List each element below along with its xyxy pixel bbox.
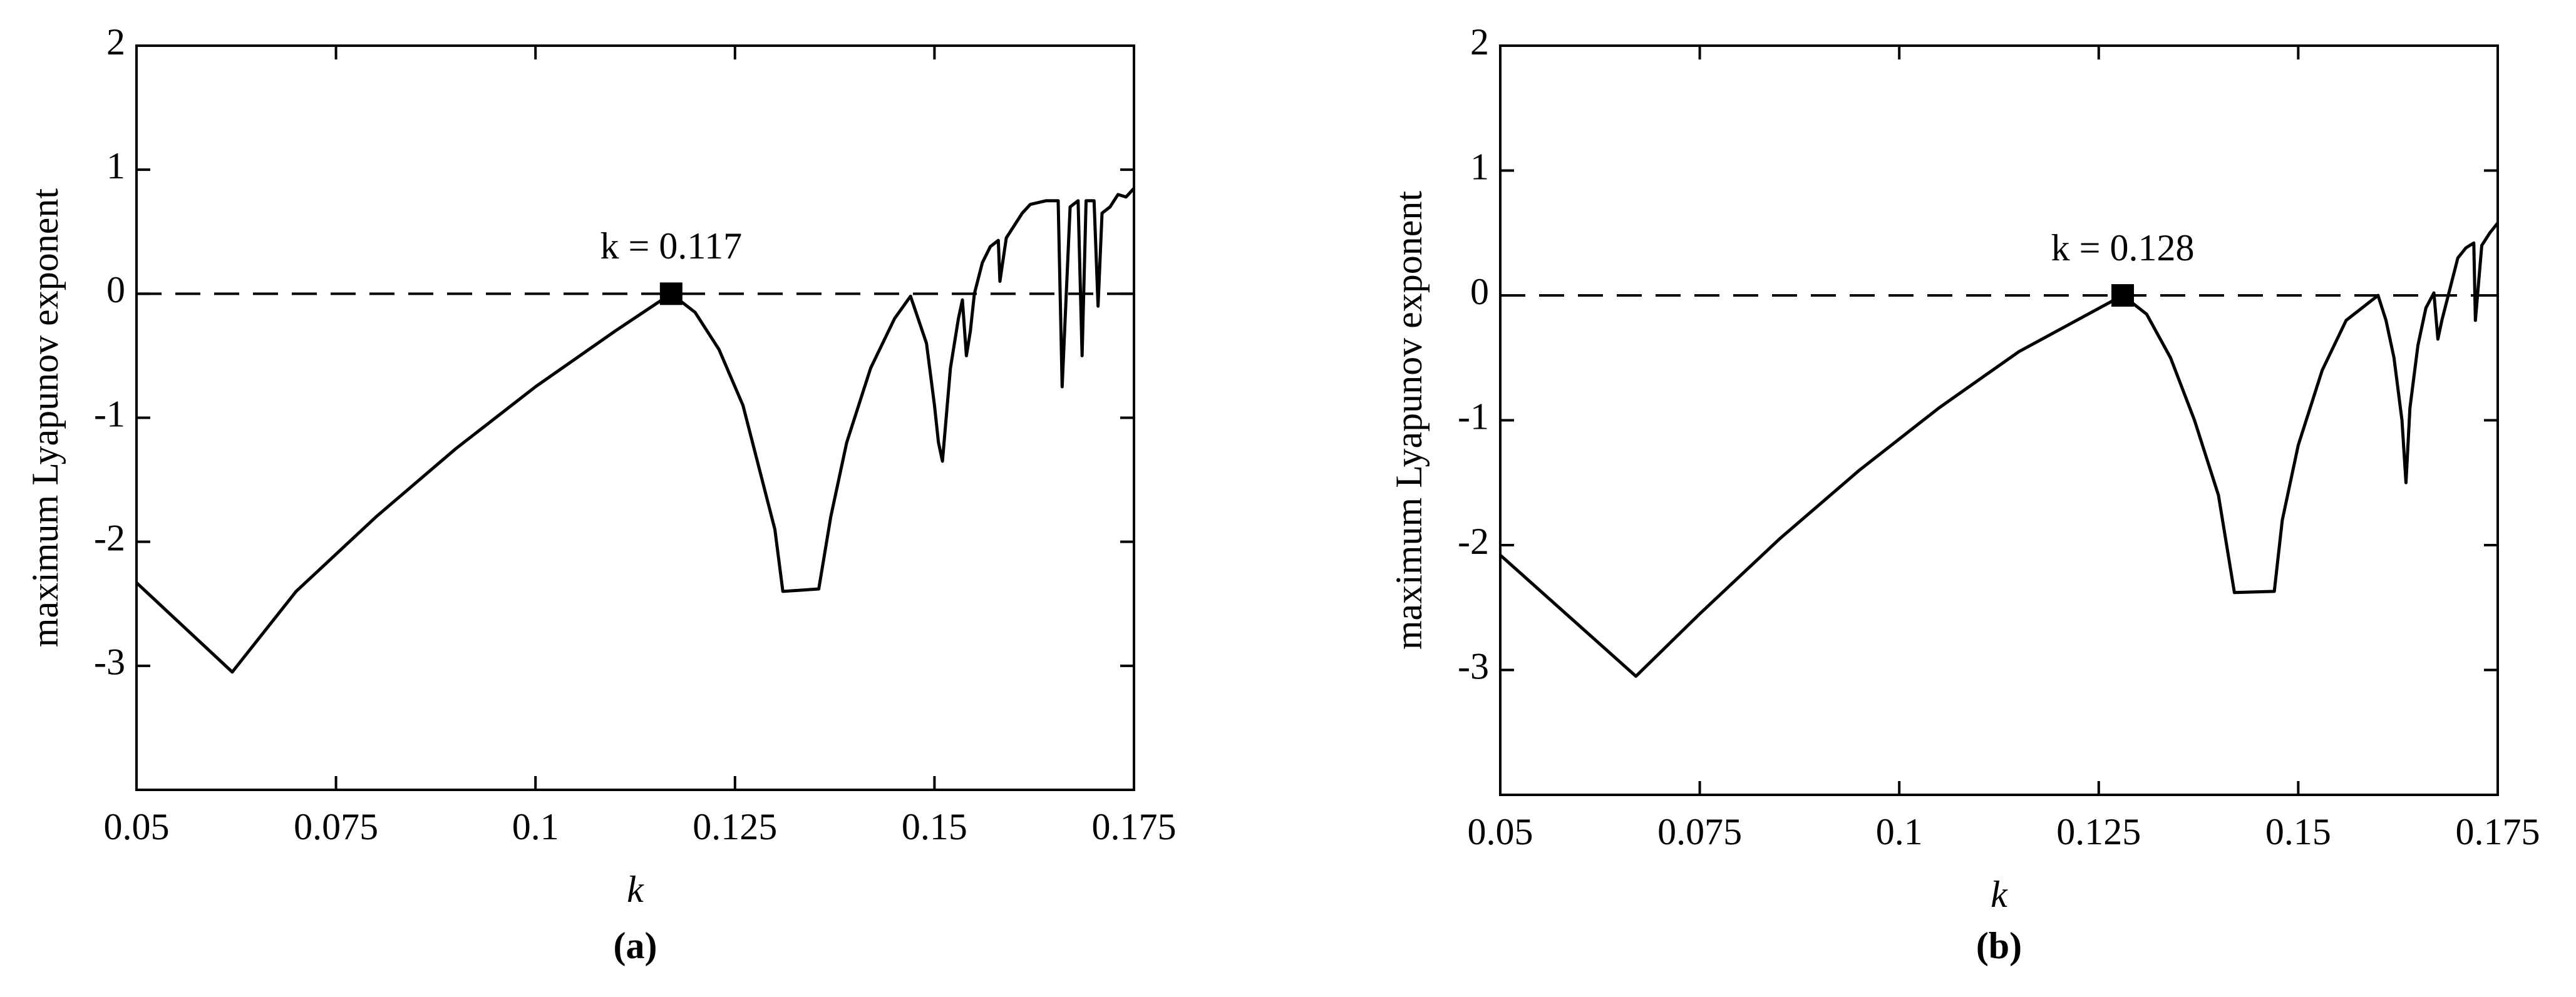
y-axis-label: maximum Lyapunov exponent	[1388, 191, 1430, 650]
data-line	[135, 187, 1135, 674]
x-tick-label: 0.05	[1468, 811, 1533, 852]
plot-frame	[135, 44, 1135, 791]
y-tick-label: 0	[106, 269, 125, 310]
x-axis-label: k	[1991, 874, 2008, 915]
x-tick-label: 0.125	[693, 806, 777, 847]
x-tick-label: 0.175	[2456, 811, 2540, 852]
plot-frame	[1499, 44, 2499, 796]
x-tick-label: 0.15	[902, 806, 967, 847]
x-tick-label: 0.1	[1876, 811, 1923, 852]
y-tick-label: -1	[1458, 396, 1489, 437]
x-tick-label: 0.175	[1092, 806, 1177, 847]
y-tick-label: -2	[1458, 521, 1489, 562]
x-tick-label: 0.075	[294, 806, 378, 847]
annotation: k = 0.117	[600, 225, 743, 267]
y-tick-label: 0	[1470, 271, 1489, 312]
y-tick-label: -2	[94, 517, 125, 558]
y-tick-label: 2	[1470, 21, 1489, 63]
x-tick-label: 0.075	[1657, 811, 1742, 852]
y-tick-label: 1	[1470, 146, 1489, 187]
x-tick-label: 0.15	[2265, 811, 2331, 852]
y-axis-label: maximum Lyapunov exponent	[24, 188, 66, 648]
x-tick-label: 0.125	[2056, 811, 2141, 852]
y-tick-label: 2	[106, 21, 125, 63]
annotation: k = 0.128	[2051, 227, 2195, 268]
x-tick-label: 0.05	[104, 806, 170, 847]
y-tick-label: -1	[94, 393, 125, 434]
caption: (b)	[1976, 925, 2022, 966]
x-tick-label: 0.1	[512, 806, 559, 847]
caption: (a)	[614, 925, 657, 966]
y-tick-label: -3	[94, 642, 125, 683]
x-axis-label: k	[627, 869, 644, 910]
data-line	[1499, 222, 2499, 678]
marker	[2111, 284, 2135, 307]
marker	[659, 282, 683, 305]
y-tick-label: 1	[106, 145, 125, 187]
y-tick-label: -3	[1458, 645, 1489, 687]
